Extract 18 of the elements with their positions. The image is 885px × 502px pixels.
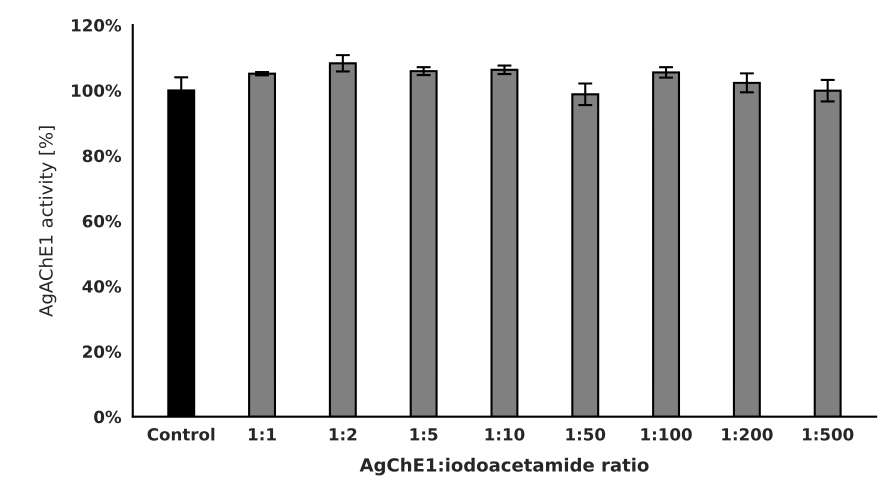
x-tick-label: 1:100 [641,428,692,441]
x-axis-title: AgChE1:iodoacetamide ratio [360,458,649,476]
x-tick-label: 1:200 [722,428,773,441]
x-tick-label: 1:50 [566,428,606,441]
y-tick-label: 100% [72,84,122,97]
y-tick-label: 40% [82,280,122,293]
y-tick-label: 20% [83,345,122,358]
x-tick-label: 1:10 [486,428,524,441]
x-tick-label: 1:5 [410,428,438,441]
y-axis-title: AgAChE1 activity [%] [38,126,56,317]
y-tick-label: 80% [82,150,122,162]
x-tick-label: 1:2 [330,428,356,440]
x-tick-label: 1:500 [803,428,854,441]
x-tick-label: 1:1 [248,428,276,440]
y-tick-label: 60% [82,214,122,228]
y-tick-label: 0% [94,410,122,424]
y-tick-label: 120% [72,19,122,32]
x-tick-label: Control [148,428,214,441]
